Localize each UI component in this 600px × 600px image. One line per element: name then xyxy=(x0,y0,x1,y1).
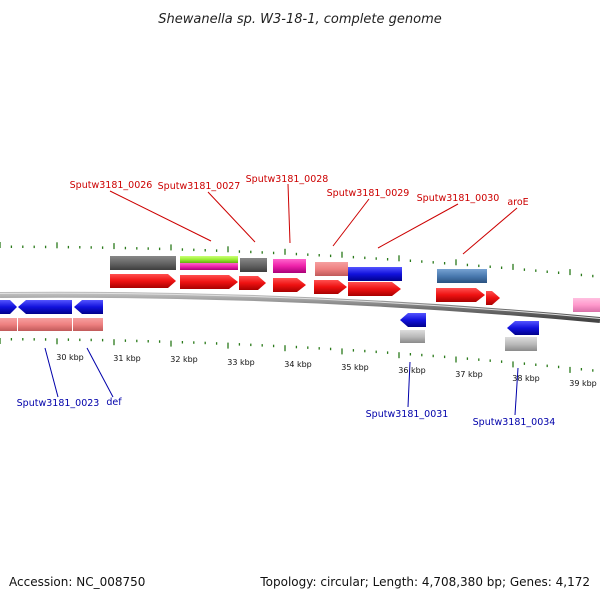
gene-label: Sputw3181_0029 xyxy=(327,188,410,199)
feature-block xyxy=(180,256,238,263)
gene-arrow-reverse xyxy=(18,300,72,314)
feature-block xyxy=(573,298,600,312)
gene-label: Sputw3181_0027 xyxy=(158,181,241,192)
genome-backbone-highlight xyxy=(0,292,600,319)
gene-arrow-reverse xyxy=(74,300,103,314)
gene-label: Sputw3181_0028 xyxy=(246,174,329,185)
gene-labels-top: Sputw3181_0026 Sputw3181_0027 Sputw3181_… xyxy=(70,174,529,208)
leader-line xyxy=(287,183,291,244)
reverse-strand-genes xyxy=(0,267,539,335)
gene-arrow-forward xyxy=(180,275,238,289)
outer-tick-ring xyxy=(0,242,594,278)
gene-labels-bottom: Sputw3181_0023 def Sputw3181_0031 Sputw3… xyxy=(17,397,556,428)
gene-label: Sputw3181_0034 xyxy=(473,417,556,428)
gene-arrow-forward xyxy=(348,282,401,296)
gene-label: Sputw3181_0023 xyxy=(17,398,100,409)
leader-line xyxy=(207,191,256,243)
feature-block xyxy=(18,318,72,331)
feature-block xyxy=(0,318,17,331)
leader-line xyxy=(514,367,519,416)
scale-label: 38 kbp xyxy=(512,374,540,383)
gene-arrow-forward xyxy=(239,276,266,290)
gene-arrow-reverse xyxy=(507,321,539,335)
map-title: Shewanella sp. W3-18-1, complete genome xyxy=(158,12,441,27)
feature-block xyxy=(240,258,267,272)
genome-backbone xyxy=(0,291,600,323)
scale-labels: 30 kbp 31 kbp 32 kbp 33 kbp 34 kbp 35 kb… xyxy=(56,353,597,388)
gene-arrow-reverse xyxy=(348,267,402,281)
feature-block xyxy=(505,337,537,351)
scale-label: 35 kbp xyxy=(341,363,369,372)
gene-arrow-reverse xyxy=(0,300,17,314)
leader-line xyxy=(44,347,59,398)
leader-line xyxy=(462,207,518,255)
feature-block xyxy=(400,330,425,343)
scale-label: 30 kbp xyxy=(56,353,84,362)
gene-arrow-forward xyxy=(314,280,347,294)
forward-strand-genes xyxy=(110,274,500,305)
feature-row-upper xyxy=(0,256,600,351)
gene-arrow-reverse xyxy=(400,313,426,327)
leader-line xyxy=(407,361,411,408)
feature-block xyxy=(273,259,306,273)
gene-arrow-forward xyxy=(436,288,485,302)
feature-block xyxy=(437,269,487,283)
gene-arrow-forward xyxy=(273,278,306,292)
scale-label: 36 kbp xyxy=(398,366,426,375)
gene-label: Sputw3181_0031 xyxy=(366,409,449,420)
scale-label: 32 kbp xyxy=(170,355,198,364)
leader-line xyxy=(332,198,370,247)
feature-block xyxy=(315,262,348,276)
leader-line xyxy=(109,190,212,242)
leader-line xyxy=(377,203,459,249)
gene-label: Sputw3181_0026 xyxy=(70,180,153,191)
scale-label: 39 kbp xyxy=(569,379,597,388)
gene-label: def xyxy=(106,397,122,408)
gene-label: Sputw3181_0030 xyxy=(417,193,500,204)
accession-text: Accession: NC_008750 xyxy=(9,575,145,589)
feature-block xyxy=(73,318,103,331)
feature-block xyxy=(110,256,176,270)
scale-label: 37 kbp xyxy=(455,370,483,379)
feature-block xyxy=(180,263,238,270)
gene-arrow-forward xyxy=(110,274,176,288)
leader-line xyxy=(86,347,114,398)
topology-text: Topology: circular; Length: 4,708,380 bp… xyxy=(259,575,590,589)
inner-tick-ring xyxy=(0,338,594,373)
label-leader-lines xyxy=(44,183,519,416)
gene-arrow-forward xyxy=(486,291,500,305)
scale-label: 34 kbp xyxy=(284,360,312,369)
gene-label: aroE xyxy=(507,197,528,208)
scale-label: 31 kbp xyxy=(113,354,141,363)
scale-label: 33 kbp xyxy=(227,358,255,367)
